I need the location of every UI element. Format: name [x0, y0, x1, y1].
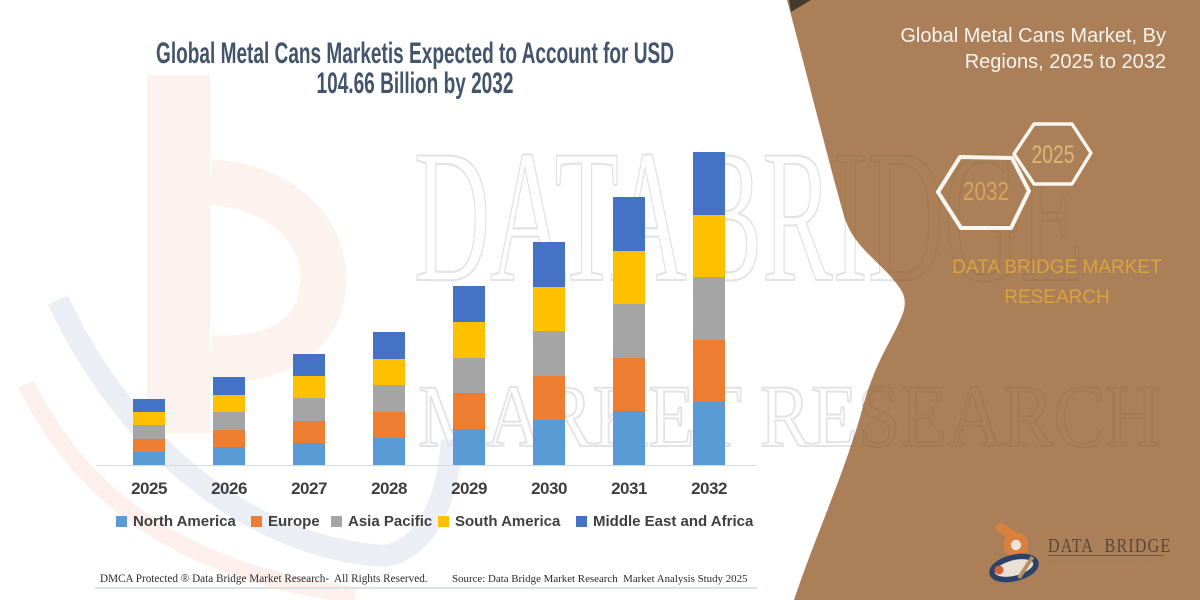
svg-text:2025: 2025	[1032, 141, 1075, 169]
svg-text:2032: 2032	[963, 176, 1009, 206]
